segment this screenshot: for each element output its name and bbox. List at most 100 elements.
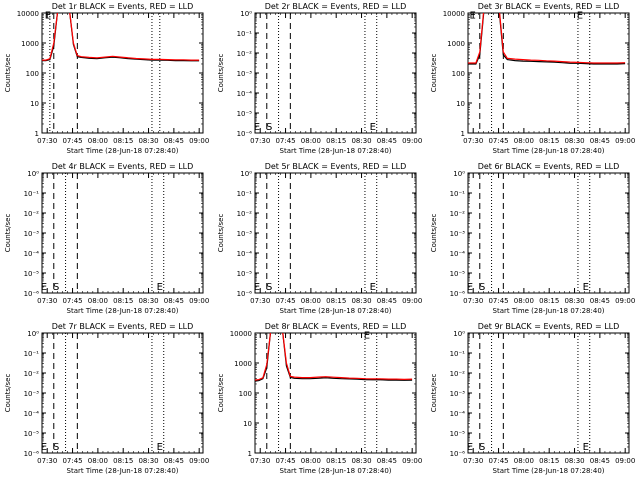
x-tick-label: 08:45 — [590, 297, 610, 305]
marker-label: E — [45, 10, 51, 21]
y-axis-label: Counts/sec — [430, 214, 438, 253]
x-tick-label: 07:30 — [250, 457, 270, 465]
x-tick-label: 07:45 — [62, 297, 82, 305]
marker-label: E — [254, 282, 260, 293]
y-tick-label: 1 — [248, 450, 252, 458]
marker-label: S — [266, 282, 272, 293]
chart-title: Det 2r BLACK = Events, RED = LLD — [265, 2, 407, 11]
x-tick-label: 09:00 — [615, 137, 635, 145]
plot-frame — [254, 12, 417, 134]
x-tick-label: 07:30 — [250, 137, 270, 145]
y-axis-label: Counts/sec — [217, 214, 225, 253]
chart-svg: Det 2r BLACK = Events, RED = LLD 10⁻⁶ 10⁻⁵… — [217, 2, 422, 155]
marker-label: E — [583, 282, 589, 293]
marker-label: E — [254, 122, 260, 133]
x-tick-label: 08:30 — [564, 297, 584, 305]
detector-panel: Det 7r BLACK = Events, RED = LLD 10⁻⁶ 10⁻⁵… — [0, 320, 213, 480]
plot-frame — [41, 12, 204, 134]
marker-label: E — [470, 10, 476, 21]
y-tick-label: 10⁻⁴ — [24, 250, 40, 258]
plot-frame — [254, 332, 417, 454]
y-tick-label: 10⁰ — [240, 170, 252, 178]
x-tick-label: 09:00 — [402, 457, 422, 465]
chart-title: Det 7r BLACK = Events, RED = LLD — [52, 322, 194, 331]
x-tick-label: 08:15 — [326, 297, 346, 305]
chart-svg: Det 4r BLACK = Events, RED = LLD 10⁻⁶ 10⁻⁵… — [4, 162, 209, 315]
x-tick-label: 08:15 — [539, 297, 559, 305]
y-tick-label: 10⁻⁴ — [237, 90, 253, 98]
x-tick-label: 08:30 — [138, 137, 158, 145]
y-tick-label: 10⁻² — [237, 210, 253, 218]
x-tick-label: 08:15 — [326, 137, 346, 145]
marker-label: E — [370, 282, 376, 293]
x-tick-label: 08:45 — [164, 297, 184, 305]
x-tick-label: 08:15 — [113, 137, 133, 145]
y-tick-label: 10⁻³ — [450, 230, 466, 238]
y-tick-label: 100 — [452, 70, 465, 78]
y-tick-label: 10⁻¹ — [24, 350, 40, 358]
x-tick-label: 07:45 — [275, 457, 295, 465]
plot-frame — [467, 12, 630, 134]
y-tick-label: 10⁻¹ — [24, 190, 40, 198]
y-tick-label: 1 — [461, 130, 465, 138]
x-tick-label: 07:30 — [37, 137, 57, 145]
x-tick-label: 08:15 — [113, 297, 133, 305]
x-tick-label: 08:45 — [377, 137, 397, 145]
marker-label: E — [364, 330, 370, 341]
y-tick-label: 10 — [243, 420, 252, 428]
chart-title: Det 9r BLACK = Events, RED = LLD — [478, 322, 620, 331]
y-tick-label: 10⁻³ — [237, 230, 253, 238]
x-tick-label: 07:45 — [275, 137, 295, 145]
x-axis-label: Start Time (28-Jun-18 07:28:40) — [280, 307, 392, 315]
marker-label: S — [266, 122, 272, 133]
y-tick-label: 10⁻⁶ — [237, 130, 253, 138]
y-tick-label: 10⁰ — [27, 330, 39, 338]
y-tick-label: 10⁻⁴ — [237, 250, 253, 258]
marker-label: E — [577, 10, 583, 21]
x-tick-label: 07:45 — [488, 137, 508, 145]
x-tick-label: 08:30 — [351, 137, 371, 145]
chart-svg: Det 3r BLACK = Events, RED = LLD 1 10 100 10… — [430, 2, 635, 155]
y-tick-label: 10⁻⁶ — [24, 450, 40, 458]
y-tick-label: 10⁻³ — [237, 70, 253, 78]
y-tick-label: 10⁻⁶ — [237, 290, 253, 298]
x-tick-label: 08:30 — [564, 457, 584, 465]
x-tick-label: 08:00 — [301, 297, 321, 305]
y-axis-label: Counts/sec — [217, 374, 225, 413]
x-tick-label: 08:45 — [164, 457, 184, 465]
marker-label: S — [53, 282, 59, 293]
y-tick-label: 100 — [26, 70, 39, 78]
y-tick-label: 10⁻¹ — [450, 350, 466, 358]
x-tick-label: 08:00 — [514, 297, 534, 305]
x-tick-label: 07:30 — [463, 297, 483, 305]
x-tick-label: 09:00 — [402, 137, 422, 145]
lld-series-line — [255, 333, 413, 381]
chart-title: Det 5r BLACK = Events, RED = LLD — [265, 162, 407, 171]
x-tick-label: 09:00 — [615, 297, 635, 305]
x-axis-label: Start Time (28-Jun-18 07:28:40) — [67, 307, 179, 315]
x-tick-label: 08:00 — [88, 457, 108, 465]
y-tick-label: 10 — [30, 100, 39, 108]
y-tick-label: 10⁻² — [24, 370, 40, 378]
x-tick-label: 07:30 — [250, 297, 270, 305]
x-tick-label: 08:00 — [88, 297, 108, 305]
y-tick-label: 10⁻⁶ — [450, 450, 466, 458]
chart-svg: Det 9r BLACK = Events, RED = LLD 10⁻⁶ 10⁻⁵… — [430, 322, 635, 475]
detector-panel: Det 1r BLACK = Events, RED = LLD 1 10 100 10… — [0, 0, 213, 160]
marker-label: E — [157, 442, 163, 453]
y-tick-label: 10⁻¹ — [450, 190, 466, 198]
x-tick-label: 08:00 — [514, 457, 534, 465]
y-tick-label: 10⁻⁶ — [450, 290, 466, 298]
x-tick-label: 08:30 — [138, 297, 158, 305]
x-tick-label: 08:00 — [514, 137, 534, 145]
y-tick-label: 10⁻⁵ — [237, 270, 253, 278]
y-tick-label: 10⁻⁴ — [450, 410, 466, 418]
y-tick-label: 10⁻⁴ — [450, 250, 466, 258]
x-tick-label: 08:45 — [590, 137, 610, 145]
y-tick-label: 1000 — [234, 360, 252, 368]
y-axis-label: Counts/sec — [4, 54, 12, 93]
y-tick-label: 10⁰ — [453, 170, 465, 178]
chart-svg: Det 5r BLACK = Events, RED = LLD 10⁻⁶ 10⁻⁵… — [217, 162, 422, 315]
detector-panel: Det 3r BLACK = Events, RED = LLD 1 10 100 10… — [426, 0, 639, 160]
x-axis-label: Start Time (28-Jun-18 07:28:40) — [67, 147, 179, 155]
